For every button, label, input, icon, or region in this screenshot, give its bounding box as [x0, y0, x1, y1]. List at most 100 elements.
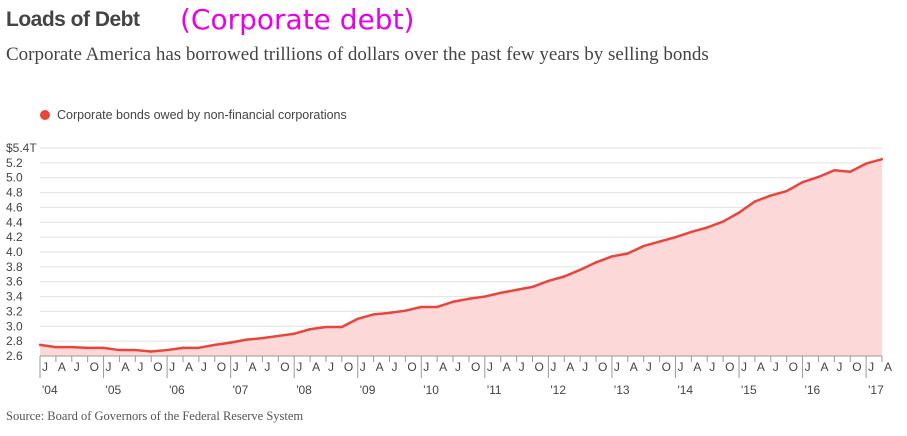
data-point — [785, 189, 788, 193]
x-tick-month-label: J — [106, 360, 112, 374]
data-point — [261, 336, 264, 340]
x-tick-month-label: A — [376, 360, 384, 374]
data-point — [483, 295, 487, 298]
x-tick-month-label: J — [296, 360, 302, 374]
y-tick-label: 3.4 — [6, 290, 23, 304]
data-point — [817, 175, 820, 179]
data-point — [753, 200, 757, 203]
data-point — [690, 230, 693, 234]
data-point — [150, 350, 153, 353]
data-point — [435, 305, 439, 309]
x-tick-month-label: J — [423, 360, 429, 374]
x-tick-month-label: A — [249, 360, 257, 374]
x-tick-month-label: J — [74, 360, 80, 374]
x-tick-year-label: '08 — [296, 383, 312, 397]
legend: Corporate bonds owed by non-financial co… — [40, 108, 347, 122]
annotation-text: (Corporate debt) — [180, 3, 415, 36]
data-point — [658, 240, 661, 243]
x-tick-year-label: '16 — [805, 383, 821, 397]
x-tick-month-label: A — [503, 360, 511, 374]
data-point — [38, 343, 42, 347]
y-tick-label: 4.0 — [6, 245, 23, 259]
x-tick-year-label: '12 — [550, 383, 566, 397]
x-tick-month-label: J — [233, 360, 239, 374]
x-tick-month-label: A — [121, 360, 129, 374]
chart-title: Loads of Debt — [6, 8, 140, 31]
chart-subtitle: Corporate America has borrowed trillions… — [6, 44, 709, 65]
data-point — [626, 252, 630, 255]
data-point — [547, 279, 550, 283]
x-tick-month-label: J — [42, 360, 48, 374]
x-tick-month-label: O — [471, 360, 480, 374]
data-point — [308, 328, 312, 331]
data-point — [642, 244, 645, 248]
data-point — [849, 170, 852, 173]
data-point — [563, 275, 566, 278]
x-tick-month-label: A — [693, 360, 701, 374]
data-point — [467, 297, 471, 300]
x-tick-year-label: '13 — [614, 383, 630, 397]
x-tick-month-label: A — [439, 360, 447, 374]
x-tick-year-label: '09 — [360, 383, 376, 397]
data-point — [769, 194, 772, 197]
x-tick-year-label: '07 — [233, 383, 249, 397]
x-tick-year-label: '17 — [868, 383, 884, 397]
y-tick-label: 4.8 — [6, 186, 23, 200]
data-point — [181, 346, 185, 350]
data-point — [86, 346, 89, 350]
data-point — [372, 313, 375, 316]
data-point — [451, 300, 455, 303]
x-tick-month-label: J — [614, 360, 620, 374]
data-point — [277, 334, 280, 338]
chart-svg: $5.4T5.25.04.84.64.44.24.03.83.63.43.23.… — [6, 141, 892, 397]
x-tick-month-label: J — [836, 360, 842, 374]
x-tick-month-label: O — [153, 360, 162, 374]
x-tick-year-label: '14 — [677, 383, 693, 397]
x-tick-month-label: A — [566, 360, 574, 374]
x-tick-month-label: J — [392, 360, 398, 374]
source-note: Source: Board of Governors of the Federa… — [6, 409, 304, 423]
data-point — [245, 338, 248, 341]
x-tick-month-label: A — [630, 360, 638, 374]
x-tick-month-label: A — [312, 360, 320, 374]
y-tick-label: 5.2 — [6, 156, 23, 170]
x-tick-year-label: '10 — [423, 383, 439, 397]
x-tick-month-label: J — [264, 360, 270, 374]
data-point — [356, 317, 359, 321]
data-point — [388, 311, 391, 315]
y-tick-label: 5.0 — [6, 171, 23, 185]
x-tick-month-label: A — [820, 360, 828, 374]
data-point — [165, 348, 169, 352]
data-point — [594, 261, 598, 264]
data-point — [54, 345, 58, 349]
data-point — [531, 285, 534, 289]
x-tick-month-label: J — [582, 360, 588, 374]
data-point — [864, 162, 868, 165]
x-tick-month-label: A — [58, 360, 66, 374]
x-tick-month-label: J — [137, 360, 143, 374]
data-point — [610, 255, 614, 258]
x-tick-month-label: O — [852, 360, 861, 374]
legend-label: Corporate bonds owed by non-financial co… — [57, 108, 347, 122]
data-point — [833, 169, 836, 172]
x-tick-month-label: O — [280, 360, 289, 374]
x-tick-year-label: '06 — [169, 383, 185, 397]
x-tick-month-label: J — [519, 360, 525, 374]
y-tick-label: 2.6 — [6, 349, 23, 363]
area-fill — [40, 159, 882, 356]
x-tick-month-label: J — [550, 360, 556, 374]
data-point — [499, 291, 502, 295]
x-tick-month-label: J — [709, 360, 715, 374]
x-tick-month-label: A — [185, 360, 193, 374]
y-tick-label: 4.4 — [6, 215, 23, 229]
x-tick-month-label: J — [360, 360, 366, 374]
y-tick-label: 3.0 — [6, 319, 23, 333]
y-tick-label: 3.6 — [6, 275, 23, 289]
data-point — [420, 305, 423, 309]
data-point — [737, 211, 741, 214]
x-tick-year-label: '04 — [42, 383, 58, 397]
data-point — [404, 309, 407, 312]
legend-marker — [40, 110, 50, 120]
x-tick-month-label: J — [741, 360, 747, 374]
data-point — [515, 288, 518, 292]
